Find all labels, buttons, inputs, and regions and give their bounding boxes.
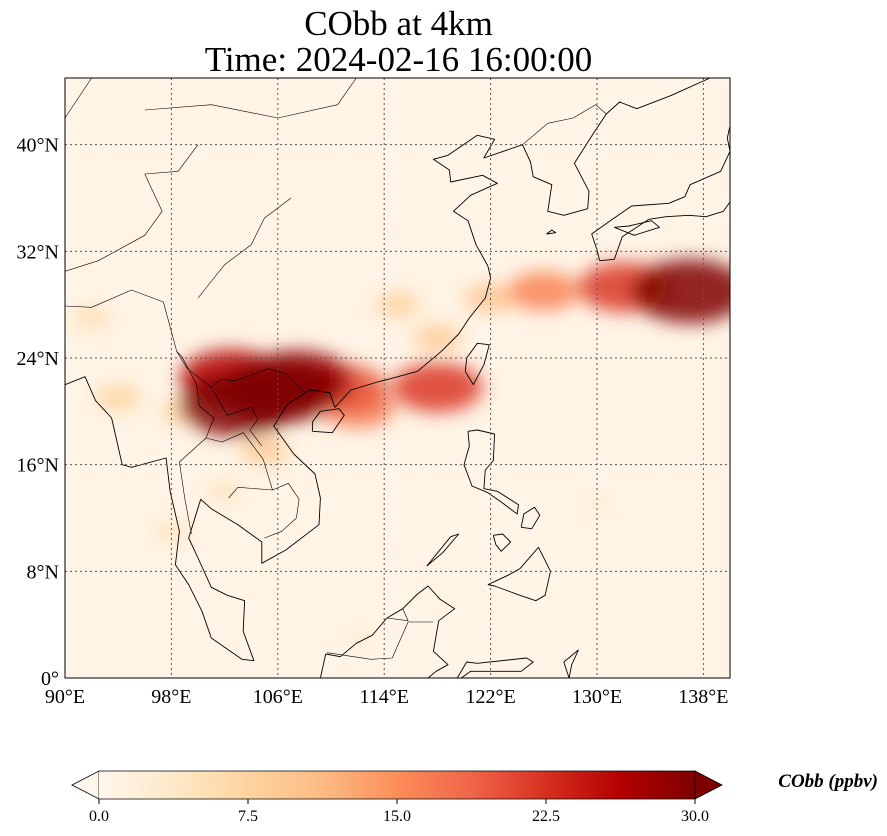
- concentration-patch: [95, 385, 141, 411]
- concentration-patch: [392, 362, 483, 413]
- concentration-patch: [508, 271, 580, 311]
- country-border: [179, 437, 207, 535]
- concentration-patch: [153, 521, 190, 542]
- concentration-patch: [72, 307, 112, 329]
- coastline-segment: [563, 649, 579, 678]
- concentration-patch: [374, 292, 421, 318]
- country-border: [326, 621, 434, 660]
- longitude-tick-label: 114°E: [359, 686, 408, 708]
- concentration-patch: [206, 481, 243, 502]
- coastline-segment: [426, 533, 460, 567]
- coastline-segment: [492, 533, 512, 552]
- longitude-tick-label: 90°E: [45, 686, 85, 708]
- coastline-segment: [65, 78, 711, 662]
- latitude-tick-label: 24°N: [17, 348, 59, 370]
- coastline-segment: [614, 220, 660, 236]
- map-title: CObb at 4km: [304, 4, 493, 43]
- latitude-tick-label: 16°N: [17, 455, 59, 477]
- country-border: [197, 197, 292, 299]
- longitude-tick-label: 138°E: [678, 686, 728, 708]
- latitude-tick-label: 8°N: [27, 561, 59, 583]
- country-border: [65, 144, 199, 272]
- colorbar-tick-label: 22.5: [532, 808, 560, 825]
- colorbar-label: CObb (ppbv): [778, 771, 878, 792]
- colorbar-over-extension: [694, 770, 723, 800]
- concentration-patch: [240, 437, 289, 465]
- latitude-tick-label: 32°N: [17, 241, 59, 263]
- colorbar-tick-label: 30.0: [681, 808, 709, 825]
- country-border: [211, 387, 263, 447]
- country-border: [176, 351, 300, 539]
- longitude-tick-label: 98°E: [151, 686, 191, 708]
- country-border: [228, 487, 273, 499]
- colorbar-under-extension: [71, 770, 100, 800]
- longitude-tick-label: 106°E: [253, 686, 303, 708]
- coastline-segment: [319, 585, 456, 678]
- latitude-tick-label: 40°N: [17, 135, 59, 157]
- colorbar-tick-label: 15.0: [383, 808, 411, 825]
- coastline-segment: [546, 229, 557, 235]
- concentration-patch: [342, 629, 373, 647]
- colorbar-tick-label: 7.5: [238, 808, 258, 825]
- longitude-ticks: 90°E 98°E 106°E 114°E 122°E 130°E 138°E: [45, 686, 729, 708]
- country-border: [65, 289, 304, 392]
- country-border: [65, 78, 92, 119]
- coastline-segment: [487, 546, 551, 602]
- colorbar-ticks: 0.0 7.5 15.0 22.5 30.0: [89, 799, 709, 825]
- map-frame: [64, 77, 731, 679]
- colorbar-tick-label: 0.0: [89, 808, 109, 825]
- concentration-patch: [179, 372, 296, 437]
- colorbar-ramp: [99, 771, 695, 799]
- colorbar: 0.0 7.5 15.0 22.5 30.0 CObb (ppbv): [71, 770, 878, 825]
- longitude-tick-label: 130°E: [572, 686, 622, 708]
- map-panel: [64, 77, 731, 679]
- longitude-tick-label: 122°E: [465, 686, 515, 708]
- latitude-tick-label: 0°: [41, 668, 59, 690]
- coastline-segment: [311, 408, 345, 434]
- concentration-patch: [413, 324, 462, 352]
- map-subtitle-time: Time: 2024-02-16 16:00:00: [204, 40, 593, 79]
- coastline-segment: [463, 429, 519, 515]
- country-border: [522, 104, 607, 145]
- coastline-segment: [456, 657, 534, 678]
- coastline-segment: [591, 125, 730, 262]
- gridlines: [65, 78, 730, 678]
- coastline-segment: [520, 506, 541, 530]
- country-border: [386, 608, 409, 621]
- concentration-patch: [632, 259, 730, 324]
- latitude-ticks: 0° 8°N 16°N 24°N 32°N 40°N: [17, 135, 59, 690]
